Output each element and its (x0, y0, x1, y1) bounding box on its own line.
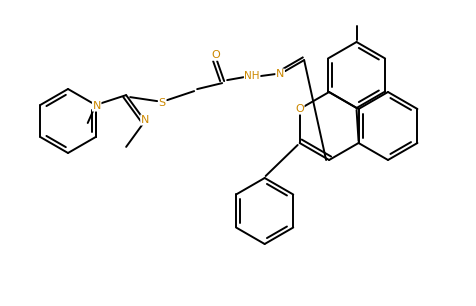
Text: O: O (295, 104, 304, 114)
Text: N: N (276, 69, 284, 79)
Text: NH: NH (244, 71, 260, 81)
Text: S: S (159, 98, 166, 108)
Text: N: N (92, 101, 101, 111)
Text: O: O (212, 50, 220, 60)
Text: N: N (141, 115, 149, 125)
